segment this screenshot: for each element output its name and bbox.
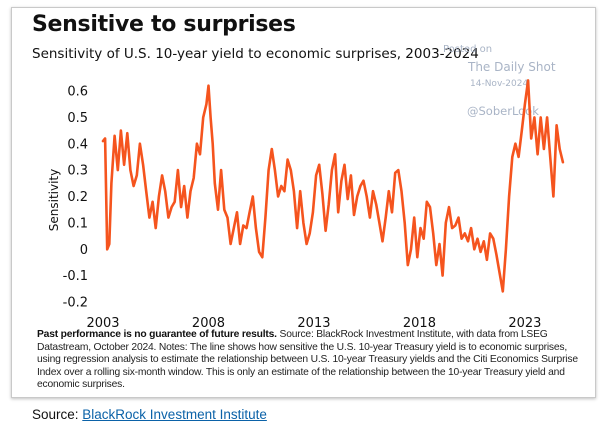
disclaimer-text: Past performance is no guarantee of futu… xyxy=(37,329,277,340)
y-tick-label: 0.1 xyxy=(67,216,88,231)
chart-subtitle: Sensitivity of U.S. 10-year yield to eco… xyxy=(32,46,479,62)
chart-card xyxy=(11,7,596,398)
source-label: Source: xyxy=(32,407,83,422)
x-tick-label: 2023 xyxy=(508,316,541,330)
y-tick-label: 0 xyxy=(80,243,88,258)
source-link[interactable]: BlackRock Investment Institute xyxy=(82,407,267,422)
y-axis-label: Sensitivity xyxy=(47,169,61,231)
watermark-date: 14-Nov-2024 xyxy=(470,79,529,89)
x-tick-label: 2018 xyxy=(403,316,436,330)
y-tick-label: 0.3 xyxy=(67,164,88,179)
y-tick-label: 0.6 xyxy=(67,85,88,100)
chart-notes: Past performance is no guarantee of futu… xyxy=(37,329,587,392)
x-tick-label: 2013 xyxy=(297,316,330,330)
chart-title: Sensitive to surprises xyxy=(32,12,296,37)
watermark-posted-on: Posted on xyxy=(443,44,493,55)
notes-text: Source: BlackRock Investment Institute, … xyxy=(37,329,578,391)
y-tick-label: -0.1 xyxy=(63,269,88,284)
x-tick-label: 2003 xyxy=(86,316,119,330)
y-tick-label: 0.5 xyxy=(67,111,88,126)
sensitivity-series-line xyxy=(101,79,565,293)
x-axis: 2003 2008 2013 2018 2023 xyxy=(86,316,541,330)
y-tick-label: 0.2 xyxy=(67,190,88,205)
sensitivity-line-chart: 0.6 0.5 0.4 0.3 0.2 0.1 0 -0.1 -0.2 2003 2008 2013… xyxy=(47,79,565,330)
y-axis: 0.6 0.5 0.4 0.3 0.2 0.1 0 -0.1 -0.2 xyxy=(63,85,88,311)
y-tick-label: 0.4 xyxy=(67,137,88,152)
source-line: Source: BlackRock Investment Institute xyxy=(32,407,267,422)
x-tick-label: 2008 xyxy=(192,316,225,330)
watermark-handle: @SoberLook xyxy=(467,104,539,118)
watermark-site: The Daily Shot xyxy=(468,60,556,74)
y-tick-label: -0.2 xyxy=(63,296,88,311)
